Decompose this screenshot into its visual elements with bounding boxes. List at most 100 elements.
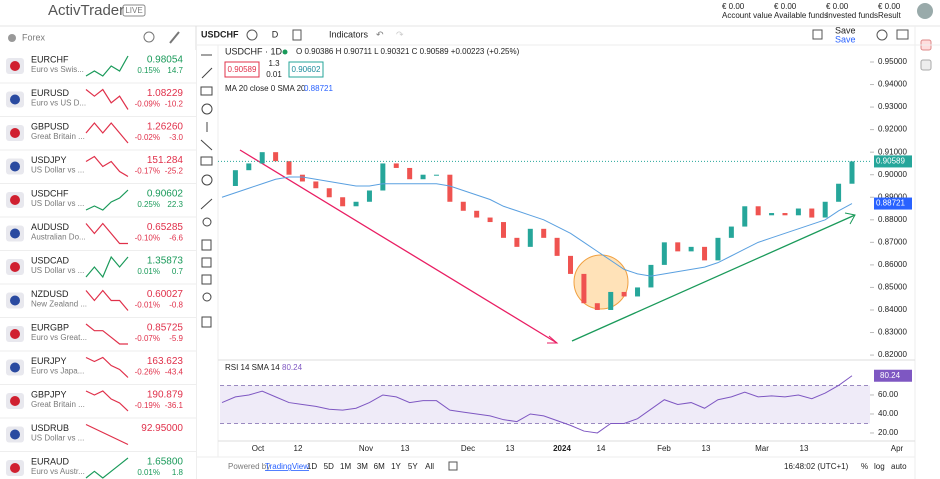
- x-tick-label: Apr: [891, 444, 904, 453]
- range-button[interactable]: 5D: [324, 462, 334, 471]
- row[interactable]: [0, 184, 196, 217]
- candle: [393, 163, 399, 168]
- row[interactable]: [0, 284, 196, 318]
- tool[interactable]: [202, 292, 212, 302]
- tool[interactable]: [201, 316, 212, 328]
- save[interactable]: Save: [835, 25, 856, 35]
- highlight-circle[interactable]: [573, 254, 629, 310]
- row[interactable]: [0, 418, 196, 452]
- candle: [232, 170, 238, 186]
- description: Euro vs Great...: [31, 333, 87, 342]
- rail-icon[interactable]: [920, 59, 932, 71]
- description: Euro vs Austr...: [31, 467, 85, 476]
- symbol: USDCHF: [31, 188, 69, 198]
- search-icon[interactable]: [143, 31, 155, 43]
- range-button[interactable]: 3M: [357, 462, 368, 471]
- row[interactable]: [0, 150, 196, 184]
- range-button[interactable]: 1M: [340, 462, 351, 471]
- watchlist-title: Forex: [22, 32, 46, 42]
- screenshot[interactable]: [896, 29, 909, 40]
- range-button[interactable]: 5Y: [408, 462, 418, 471]
- tool[interactable]: [201, 257, 212, 268]
- sma-tag: [874, 197, 912, 210]
- tool[interactable]: [200, 198, 213, 210]
- candle: [702, 246, 708, 261]
- tool[interactable]: [201, 67, 213, 79]
- row[interactable]: [0, 117, 196, 150]
- symbol: EURAUD: [31, 456, 70, 466]
- candle: [661, 242, 667, 265]
- x-tick-label: 13: [702, 444, 711, 453]
- row[interactable]: [0, 50, 196, 83]
- candle: [407, 167, 413, 180]
- row[interactable]: [0, 251, 196, 284]
- description: US Dollar vs ...: [31, 199, 84, 208]
- change-pct: 0.15%: [137, 66, 160, 75]
- price-tag: [874, 155, 912, 168]
- tool[interactable]: [202, 217, 212, 227]
- buy-box[interactable]: [288, 61, 324, 78]
- save-sub[interactable]: Save: [835, 34, 856, 44]
- symbol: NZDUSD: [31, 289, 69, 299]
- arrow-head: [844, 212, 856, 225]
- tool[interactable]: [201, 103, 213, 115]
- buy-price[interactable]: 0.90602: [292, 65, 321, 74]
- rsi-label: RSI 14 SMA 14: [225, 363, 280, 372]
- layout-toggle[interactable]: [812, 29, 823, 40]
- row[interactable]: [0, 83, 196, 117]
- range-button[interactable]: 6M: [374, 462, 385, 471]
- change-abs: -43.4: [165, 368, 184, 377]
- x-tick-label: Dec: [461, 444, 475, 453]
- undo[interactable]: ↶: [376, 29, 384, 39]
- trend-line[interactable]: [239, 149, 558, 344]
- flag-icon: [10, 295, 20, 306]
- x-tick-label: 12: [294, 444, 303, 453]
- edit-icon[interactable]: [169, 31, 180, 44]
- sell-box[interactable]: [224, 61, 260, 78]
- range-button[interactable]: All: [425, 462, 434, 471]
- flag-icon: [10, 262, 20, 272]
- toolbar-symbol[interactable]: USDCHF: [201, 29, 239, 39]
- pct-toggle[interactable]: %: [861, 462, 868, 471]
- avatar[interactable]: [917, 3, 933, 19]
- settings[interactable]: [876, 29, 888, 41]
- tool[interactable]: [201, 239, 212, 251]
- candle: [366, 190, 372, 202]
- interval[interactable]: D: [272, 29, 279, 39]
- row[interactable]: [0, 217, 196, 251]
- description: Euro vs Swis...: [31, 65, 84, 74]
- auto-toggle[interactable]: auto: [891, 462, 907, 471]
- tradingview-link[interactable]: TradingView: [265, 462, 309, 471]
- tool[interactable]: [200, 139, 213, 151]
- trend-line[interactable]: [571, 214, 856, 342]
- row[interactable]: [0, 351, 196, 385]
- price: 0.85725: [147, 323, 184, 334]
- powered-by: Powered by: [228, 462, 270, 471]
- tool[interactable]: [201, 274, 212, 285]
- sparkline: [85, 356, 129, 378]
- add-symbol[interactable]: [246, 29, 258, 41]
- candle: [259, 152, 265, 164]
- date-range[interactable]: [448, 461, 458, 471]
- range-button[interactable]: 1Y: [391, 462, 401, 471]
- candle: [782, 213, 788, 216]
- price: 92.95000: [141, 423, 183, 434]
- y-tick-label: 0.86000: [878, 260, 907, 269]
- log-toggle[interactable]: log: [874, 462, 885, 471]
- sell-price[interactable]: 0.90589: [228, 65, 257, 74]
- range-button[interactable]: 1D: [307, 462, 317, 471]
- symbol: EURUSD: [31, 88, 70, 98]
- row[interactable]: [0, 318, 196, 351]
- redo[interactable]: ↷: [396, 29, 404, 39]
- price: 1.26260: [147, 122, 184, 133]
- lot: 0.01: [266, 70, 282, 79]
- tool[interactable]: [201, 174, 213, 186]
- sparkline: [85, 155, 129, 178]
- tool[interactable]: [200, 86, 213, 96]
- row[interactable]: [0, 385, 196, 418]
- y-tick-label: 0.92000: [878, 125, 907, 134]
- indicators[interactable]: Indicators: [329, 29, 369, 39]
- candle: [594, 303, 600, 310]
- tool[interactable]: [200, 156, 213, 166]
- chart-style[interactable]: [292, 29, 302, 41]
